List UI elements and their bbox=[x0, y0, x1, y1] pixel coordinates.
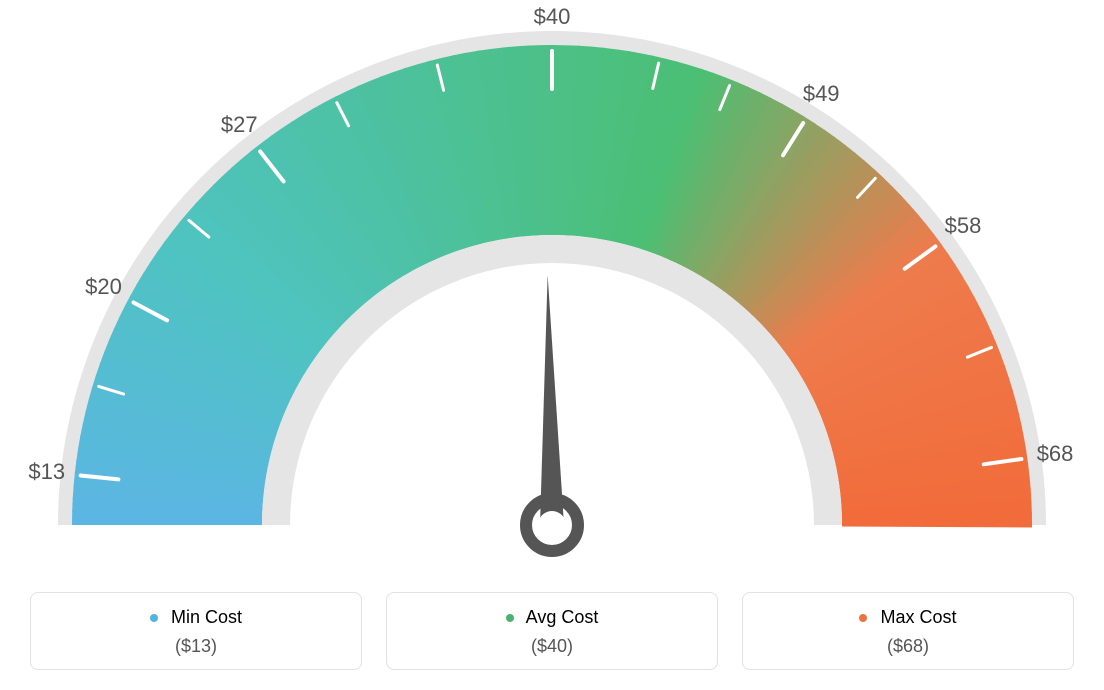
cost-gauge-chart: $13 $20 $27 $40 $49 $58 $68 bbox=[0, 0, 1104, 560]
legend-card-max: Max Cost ($68) bbox=[742, 592, 1074, 670]
legend-card-min: Min Cost ($13) bbox=[30, 592, 362, 670]
legend-bullet-max bbox=[859, 614, 867, 622]
legend-value-min: ($13) bbox=[41, 636, 351, 657]
legend-label-max: Max Cost bbox=[880, 607, 956, 627]
legend-bullet-avg bbox=[506, 614, 514, 622]
legend-title-min: Min Cost bbox=[41, 607, 351, 628]
dial-label: $13 bbox=[28, 459, 65, 485]
legend-label-min: Min Cost bbox=[171, 607, 242, 627]
legend-bullet-min bbox=[150, 614, 158, 622]
dial-label: $49 bbox=[803, 81, 840, 107]
legend-card-avg: Avg Cost ($40) bbox=[386, 592, 718, 670]
legend-row: Min Cost ($13) Avg Cost ($40) Max Cost (… bbox=[30, 592, 1074, 670]
dial-label: $58 bbox=[945, 213, 982, 239]
dial-label: $20 bbox=[85, 274, 122, 300]
dial-label: $40 bbox=[534, 4, 571, 30]
dial-label: $27 bbox=[221, 112, 258, 138]
legend-value-avg: ($40) bbox=[397, 636, 707, 657]
legend-label-avg: Avg Cost bbox=[526, 607, 599, 627]
legend-title-avg: Avg Cost bbox=[397, 607, 707, 628]
legend-title-max: Max Cost bbox=[753, 607, 1063, 628]
dial-label: $68 bbox=[1037, 441, 1074, 467]
legend-value-max: ($68) bbox=[753, 636, 1063, 657]
